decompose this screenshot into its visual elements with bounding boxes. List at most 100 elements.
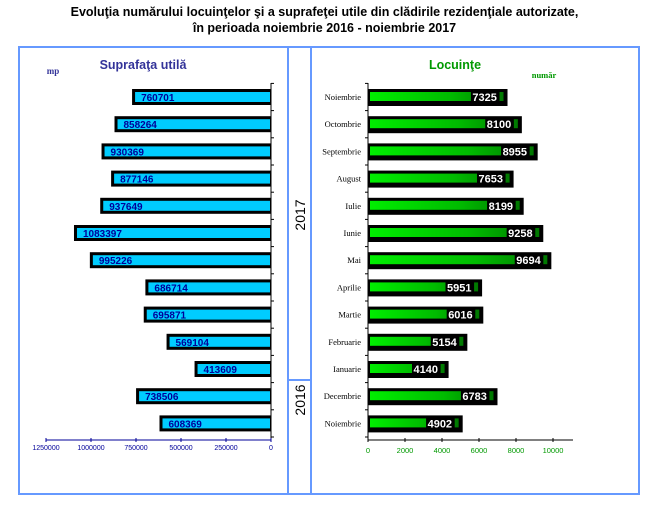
dwellings-label-bg <box>501 144 530 158</box>
area-bar <box>104 146 271 157</box>
area-data-label: 413609 <box>204 365 238 376</box>
area-bar <box>146 309 270 320</box>
dwellings-bar <box>370 228 540 237</box>
dwellings-label-bg <box>411 362 441 375</box>
dwellings-data-label: 5154 <box>432 337 457 349</box>
dwellings-data-label: 6783 <box>462 391 486 403</box>
area-data-label: 608369 <box>168 419 202 430</box>
dwellings-label-bg <box>514 253 544 267</box>
area-chart-title: Suprafaţa utilă <box>100 58 188 72</box>
area-chart: Suprafaţa utilă mp 760701 858264 930369 87714… <box>32 58 274 452</box>
dwellings-x-tick-label: 8000 <box>508 446 525 455</box>
dwellings-category-label: Martie <box>338 310 361 320</box>
dwellings-bar <box>370 309 480 319</box>
dwellings-unit-label: număr <box>532 70 557 80</box>
dwellings-data-label: 5951 <box>447 282 471 294</box>
year-label-2016: 2016 <box>292 384 308 415</box>
dwellings-category-label: Aprilie <box>337 282 361 292</box>
dwellings-bar <box>370 418 459 428</box>
dwellings-bar <box>370 364 445 373</box>
dwellings-data-label: 9694 <box>516 255 541 267</box>
dwellings-label-bg <box>446 307 476 321</box>
dwellings-bar <box>370 119 518 129</box>
dwellings-category-label: Mai <box>347 255 361 265</box>
dwellings-label-bg <box>430 334 460 348</box>
dwellings-label-bg <box>476 171 506 185</box>
area-data-label: 858264 <box>124 120 158 131</box>
dwellings-category-label: Noiembrie <box>325 418 362 428</box>
area-data-label: 995226 <box>99 256 133 267</box>
dwellings-label-bg <box>470 90 500 103</box>
area-bar <box>197 364 270 374</box>
dwellings-category-label: Iulie <box>345 201 361 211</box>
dwellings-label-bg <box>445 280 475 294</box>
dwellings-data-label: 7325 <box>472 92 496 104</box>
area-x-tick-label: 500000 <box>169 445 192 452</box>
dwellings-bar <box>370 200 520 210</box>
area-data-label: 937649 <box>109 202 143 213</box>
dwellings-data-label: 4902 <box>428 418 452 430</box>
dwellings-bar <box>370 146 534 156</box>
area-bar <box>162 418 270 429</box>
dwellings-category-label: Februarie <box>328 337 361 347</box>
dwellings-label-bg <box>487 198 516 212</box>
area-data-label: 695871 <box>153 311 187 322</box>
dwellings-category-label: Iunie <box>344 228 362 238</box>
area-bar <box>92 255 271 266</box>
dwellings-data-label: 8100 <box>487 119 511 131</box>
dwellings-data-label: 6016 <box>448 310 472 322</box>
area-data-label: 930369 <box>111 147 145 158</box>
area-bar <box>148 282 270 293</box>
dwellings-label-bg <box>426 416 455 430</box>
area-data-label: 760701 <box>141 93 175 104</box>
area-bar <box>103 200 271 211</box>
area-data-label: 569104 <box>176 338 210 349</box>
area-bar <box>169 336 270 347</box>
dwellings-bar <box>370 336 464 346</box>
area-x-tick-label: 250000 <box>214 445 237 452</box>
dwellings-bar <box>370 92 504 101</box>
dwellings-category-label: August <box>336 174 361 184</box>
dwellings-category-label: Decembrie <box>324 391 362 401</box>
area-bar <box>114 173 270 184</box>
dwellings-data-label: 4140 <box>413 364 437 376</box>
dwellings-x-tick-label: 6000 <box>471 446 488 455</box>
dwellings-x-tick-label: 4000 <box>434 446 451 455</box>
dwellings-data-label: 9258 <box>508 228 532 240</box>
area-bar <box>135 92 270 102</box>
area-bar <box>76 228 270 238</box>
area-data-label: 1083397 <box>83 229 122 240</box>
dwellings-category-label: Ianuarie <box>333 364 361 374</box>
chart-title-line2: în perioada noiembrie 2016 - noiembrie 2… <box>192 21 457 35</box>
year-label-2017: 2017 <box>292 199 308 230</box>
dwellings-data-label: 8199 <box>489 201 513 213</box>
dwellings-x-tick-label: 10000 <box>543 446 564 455</box>
dwellings-data-label: 8955 <box>503 146 527 158</box>
area-x-tick-label: 1250000 <box>32 445 59 452</box>
chart-frame: 2017 2016 <box>18 46 640 495</box>
area-bar <box>139 391 270 402</box>
chart-title-line1: Evoluţia numărului locuinţelor şi a supr… <box>70 5 579 19</box>
area-x-tick-label: 0 <box>269 445 273 452</box>
dwellings-bar <box>370 391 494 401</box>
area-data-label: 686714 <box>154 283 188 294</box>
dwellings-bar <box>370 282 479 292</box>
dwellings-bar <box>370 173 510 183</box>
dwellings-category-label: Septembrie <box>322 146 361 156</box>
area-data-label: 738506 <box>145 392 179 403</box>
dwellings-label-bg <box>485 117 514 131</box>
dwellings-label-bg <box>460 389 490 403</box>
area-x-tick-label: 1000000 <box>77 445 104 452</box>
dwellings-category-label: Noiembrie <box>325 92 362 102</box>
dwellings-label-bg <box>506 226 536 239</box>
area-x-tick-label: 750000 <box>124 445 147 452</box>
area-unit-label: mp <box>47 66 60 76</box>
outer-border <box>18 46 640 495</box>
dwellings-data-label: 7653 <box>478 174 502 186</box>
area-data-label: 877146 <box>120 175 154 186</box>
area-bar <box>117 119 270 130</box>
dwellings-x-tick-label: 0 <box>366 446 370 455</box>
dwellings-chart: Locuinţe număr Noiembrie 7325 Octombrie 8100 S… <box>322 58 573 455</box>
dwellings-chart-title: Locuinţe <box>429 58 481 72</box>
